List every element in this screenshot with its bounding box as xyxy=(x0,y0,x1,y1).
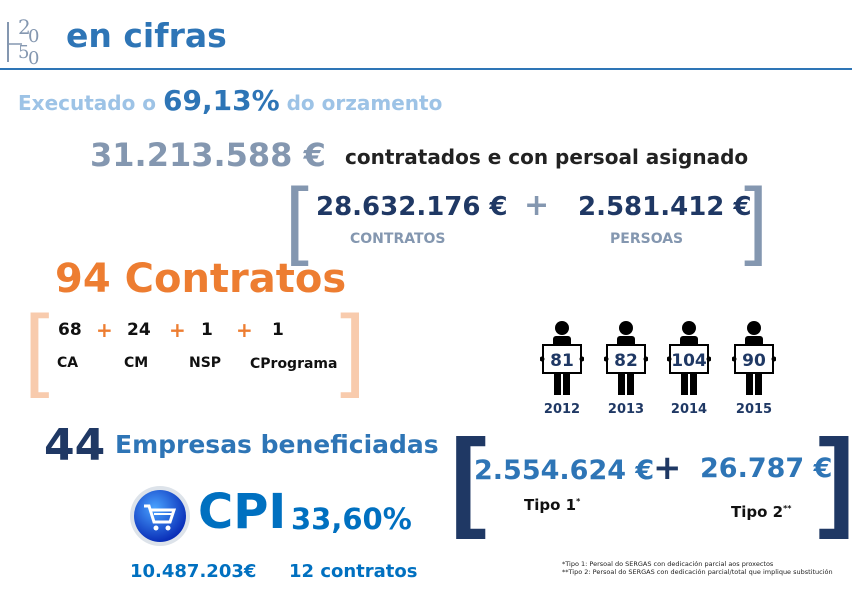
staff-count: 104 xyxy=(671,351,707,371)
year-label: 2015 xyxy=(735,402,773,417)
contract-label-ca: CA xyxy=(57,355,79,371)
contracts-amount: 28.632.176 € xyxy=(316,192,508,222)
footnotes: *Tipo 1: Persoal do SERGAS con dedicació… xyxy=(562,560,833,576)
tipo1-label: Tipo 1* xyxy=(524,496,580,514)
year-label: 2012 xyxy=(543,402,581,417)
navy-left-bracket: [ xyxy=(450,417,487,540)
svg-text:0: 0 xyxy=(28,26,39,47)
navy-right-bracket: ] xyxy=(818,417,854,540)
companies-label: Empresas beneficiadas xyxy=(115,430,439,459)
left-bracket: [ xyxy=(285,171,309,267)
svg-text:0: 0 xyxy=(28,48,39,66)
tipo2-mark: ** xyxy=(783,504,792,513)
tipo2-label-text: Tipo 2 xyxy=(731,503,784,521)
footnote-tipo2: **Tipo 2: Persoal do SERGAS con dedicaci… xyxy=(562,568,833,576)
svg-text:5: 5 xyxy=(18,42,29,63)
contract-value-nsp: 1 xyxy=(201,320,213,340)
contracts-heading: 94 Contratos xyxy=(55,256,346,302)
execution-suffix: do orzamento xyxy=(286,91,443,115)
contract-value-cm: 24 xyxy=(127,320,151,340)
contract-label-nsp: NSP xyxy=(189,355,222,371)
contracts-label: Contratos xyxy=(124,256,347,302)
contract-label-cm: CM xyxy=(124,355,149,371)
staff-count: 81 xyxy=(550,351,574,371)
tipo1-label-text: Tipo 1 xyxy=(524,496,577,514)
cpi-contracts: 12 contratos xyxy=(289,561,418,582)
tipo1-amount: 2.554.624 € xyxy=(474,455,655,486)
contracts-label: CONTRATOS xyxy=(350,231,446,247)
plus-sign: + xyxy=(653,448,682,488)
tipo1-mark: * xyxy=(576,497,581,506)
svg-text:2: 2 xyxy=(18,15,31,39)
plus-sign: + xyxy=(169,318,186,342)
plus-sign: + xyxy=(524,188,550,223)
tipo2-amount: 26.787 € xyxy=(700,453,833,484)
person-holding-sign-icon: 81 xyxy=(540,321,584,395)
people-amount: 2.581.412 € xyxy=(578,192,752,222)
budget-total: 31.213.588 € xyxy=(90,136,326,174)
execution-percent: 69,13% xyxy=(163,84,280,117)
orange-right-bracket: ] xyxy=(340,297,366,399)
companies-count: 44 xyxy=(44,420,106,471)
orange-left-bracket: [ xyxy=(24,297,50,399)
person-holding-sign-icon: 90 xyxy=(732,321,776,395)
h2050-logo: 2 0 5 0 xyxy=(7,15,39,66)
contracts-count: 94 xyxy=(55,256,111,302)
tipo2-label: Tipo 2** xyxy=(731,503,791,521)
budget-total-label: contratados e con persoal asignado xyxy=(345,145,749,169)
contract-label-cprograma: CPrograma xyxy=(250,356,338,372)
year-label: 2014 xyxy=(670,402,708,417)
plus-sign: + xyxy=(96,318,113,342)
right-bracket: ] xyxy=(744,171,768,267)
footnote-tipo1: *Tipo 1: Persoal do SERGAS con dedicació… xyxy=(562,560,774,568)
execution-prefix: Executado o xyxy=(18,91,157,115)
people-label: PERSOAS xyxy=(610,231,684,247)
page-title: en cifras xyxy=(66,16,227,55)
cpi-percent: 33,60% xyxy=(291,502,412,536)
person-holding-sign-icon: 82 xyxy=(604,321,648,395)
title-divider xyxy=(0,68,852,70)
staff-count: 82 xyxy=(614,351,638,371)
staff-count: 90 xyxy=(742,351,766,371)
contract-value-ca: 68 xyxy=(58,320,82,340)
year-label: 2013 xyxy=(607,402,645,417)
execution-line: Executado o 69,13% do orzamento xyxy=(18,84,442,117)
contract-value-cprograma: 1 xyxy=(272,320,284,340)
plus-sign: + xyxy=(236,318,253,342)
cpi-label: CPI xyxy=(198,484,287,540)
person-holding-sign-icon: 104 xyxy=(667,321,711,395)
cpi-amount: 10.487.203€ xyxy=(130,561,257,582)
shopping-cart-icon xyxy=(130,486,190,546)
